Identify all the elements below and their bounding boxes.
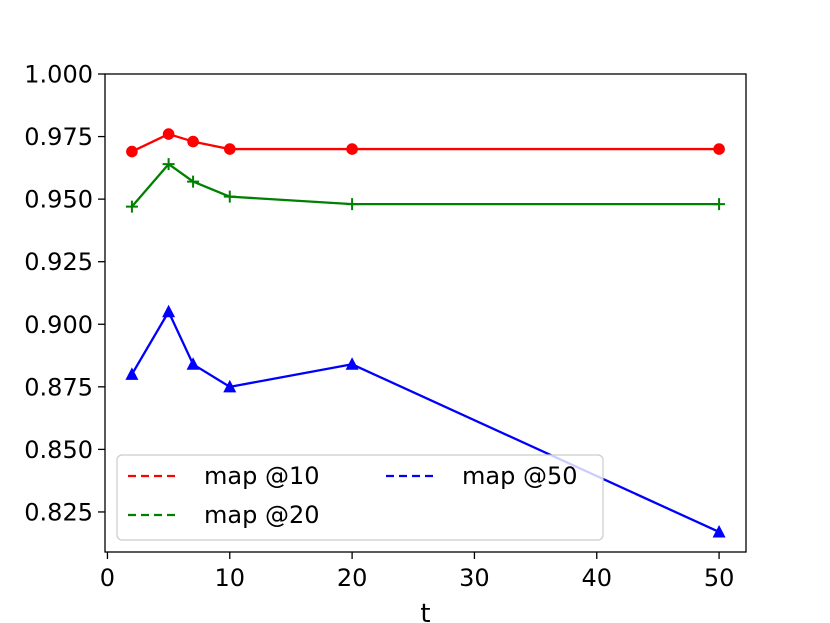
legend-entry: map @20	[128, 501, 320, 529]
axis-ticks: 0 10 20 30 40 50 0.825 0.850 0.875 0.900 0.925 0.95…	[24, 61, 734, 593]
data-point	[162, 158, 175, 171]
y-tick-label: 0.950	[24, 186, 93, 214]
data-point	[345, 357, 359, 370]
legend: map @10 map @20 map @50	[116, 454, 604, 541]
legend-label: map @10	[204, 462, 320, 490]
series-3	[125, 304, 726, 538]
data-point	[713, 198, 726, 211]
data-point	[186, 357, 200, 370]
y-tick-label: 1.000	[24, 61, 93, 89]
x-tick-label: 30	[459, 564, 490, 592]
y-tick-label: 0.850	[24, 436, 93, 464]
x-tick-label: 20	[337, 564, 368, 592]
data-point	[223, 143, 236, 155]
y-tick-label: 0.975	[24, 123, 93, 151]
x-tick-label: 50	[704, 564, 735, 592]
y-tick-label: 0.900	[24, 311, 93, 339]
data-point	[162, 304, 176, 318]
data-point	[125, 200, 138, 213]
legend-box	[116, 454, 604, 541]
data-point	[713, 143, 725, 155]
legend-entry: map @10	[128, 462, 320, 490]
data-point	[346, 198, 359, 211]
series-line	[131, 162, 720, 208]
x-tick-label: 10	[215, 564, 246, 592]
series-1	[126, 128, 725, 158]
data-point	[346, 143, 358, 155]
data-point	[125, 367, 139, 380]
series-line	[131, 132, 720, 153]
series-2	[125, 158, 726, 213]
legend-label: map @20	[204, 501, 320, 529]
data-point	[162, 128, 175, 140]
data-point	[223, 190, 236, 203]
x-axis-label: t	[420, 599, 430, 623]
x-tick-label: 40	[581, 564, 612, 592]
data-point	[187, 135, 199, 148]
legend-label: map @50	[462, 462, 578, 490]
y-tick-label: 0.925	[24, 248, 93, 276]
plot-marks	[125, 128, 726, 538]
y-tick-label: 0.825	[24, 498, 93, 526]
y-tick-label: 0.875	[24, 373, 93, 401]
legend-entry: map @50	[386, 462, 578, 490]
x-tick-label: 0	[100, 564, 115, 592]
plot-frame	[104, 73, 747, 553]
data-point	[223, 379, 237, 393]
data-point	[126, 145, 138, 158]
series-line	[130, 310, 720, 534]
data-point	[712, 524, 726, 538]
data-point	[187, 175, 200, 188]
